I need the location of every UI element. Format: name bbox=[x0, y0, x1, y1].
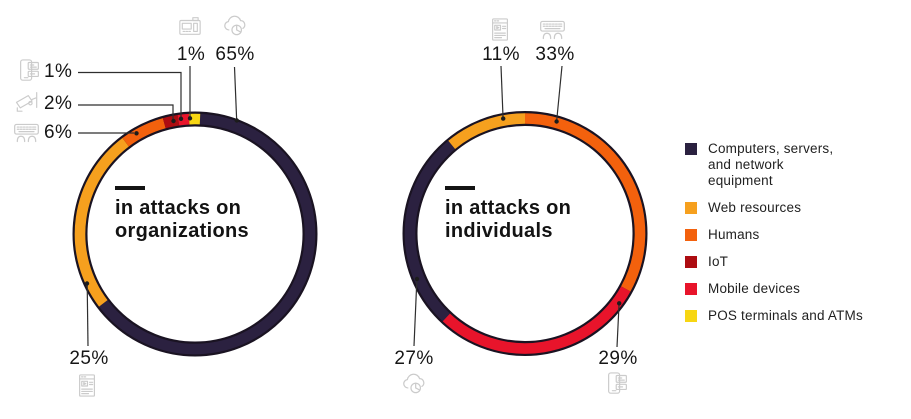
leader-lines bbox=[78, 65, 622, 348]
leader-ind-web bbox=[500, 65, 504, 117]
legend-swatch bbox=[685, 143, 697, 155]
callout-org-humans: 6% bbox=[44, 122, 73, 143]
leader-dot bbox=[414, 276, 420, 282]
title-individuals: in attacks on individuals bbox=[445, 186, 571, 243]
cloud-icon bbox=[403, 373, 425, 394]
segment-web-resources bbox=[448, 113, 526, 150]
segment-web-resources bbox=[74, 138, 129, 307]
leader-org-iot bbox=[78, 104, 174, 120]
segment-humans bbox=[122, 118, 166, 147]
callout-org-mobile-devices: 1% bbox=[44, 61, 73, 82]
callout-ind-computers: 27% bbox=[394, 348, 434, 369]
leader-dot bbox=[171, 118, 176, 124]
legend-swatch bbox=[685, 256, 697, 268]
leader-org-computers bbox=[233, 66, 238, 119]
legend: Computers, servers, and network equipmen… bbox=[685, 141, 863, 324]
segment-computers-servers-and-network-equipment bbox=[404, 140, 456, 322]
legend-item-mobile-devices: Mobile devices bbox=[685, 281, 863, 297]
callout-org-pos: 1% bbox=[176, 44, 206, 65]
callout-ind-web: 11% bbox=[482, 44, 520, 65]
title-line: in attacks on bbox=[445, 197, 572, 219]
leader-dot bbox=[187, 116, 193, 121]
leader-dot bbox=[501, 116, 506, 121]
callout-org-web: 25% bbox=[69, 348, 109, 369]
leader-ind-humans bbox=[556, 65, 563, 120]
title-line: in attacks on bbox=[115, 197, 242, 219]
legend-label: Mobile devices bbox=[708, 281, 801, 296]
title-organizations: in attacks on organizations bbox=[115, 186, 249, 243]
leader-dot bbox=[178, 116, 184, 122]
callout-ind-mobile-devices: 29% bbox=[598, 348, 638, 369]
callout-org-computers: 65% bbox=[215, 44, 255, 65]
pos-terminal-icon bbox=[179, 17, 201, 35]
title-dash bbox=[445, 186, 475, 190]
smartphone-icon bbox=[608, 372, 627, 394]
legend-swatch bbox=[685, 229, 697, 241]
title-line: individuals bbox=[445, 220, 553, 242]
segment-iot bbox=[162, 114, 180, 129]
legend-item-humans: Humans bbox=[685, 227, 863, 243]
leader-ind-computers bbox=[413, 280, 418, 347]
donut-organizations bbox=[72, 111, 318, 357]
legend-swatch bbox=[685, 283, 697, 295]
legend-item-web-resources: Web resources bbox=[685, 200, 863, 216]
legend-item-pos-terminals: POS terminals and ATMs bbox=[685, 308, 863, 324]
legend-label: IoT bbox=[708, 254, 729, 269]
cloud-icon bbox=[224, 15, 246, 36]
leader-dot bbox=[554, 119, 559, 124]
callout-org-iot: 2% bbox=[44, 93, 73, 114]
leader-ind-mobile-devices bbox=[616, 304, 620, 348]
keyboard-hands-icon bbox=[540, 20, 565, 40]
leader-dot bbox=[234, 118, 239, 123]
cctv-camera-icon bbox=[15, 92, 38, 112]
leader-dot bbox=[84, 281, 90, 286]
leader-dot bbox=[617, 301, 622, 306]
legend-label: POS terminals and ATMs bbox=[708, 308, 863, 323]
leader-org-mobile-devices bbox=[78, 71, 182, 117]
legend-label: Web resources bbox=[708, 200, 802, 215]
browser-page-icon bbox=[492, 18, 508, 41]
browser-page-icon bbox=[79, 374, 95, 397]
smartphone-icon bbox=[20, 59, 39, 81]
legend-swatch bbox=[685, 310, 697, 322]
segment-computers-servers-and-network-equipment bbox=[99, 113, 316, 355]
legend-label: Computers, servers, and network equipmen… bbox=[708, 141, 834, 188]
segment-mobile-devices bbox=[442, 286, 631, 354]
legend-item-iot: IoT bbox=[685, 254, 863, 270]
callout-ind-humans: 33% bbox=[535, 44, 575, 65]
legend-item-computers: Computers, servers, and network equipmen… bbox=[685, 141, 863, 189]
leader-dot bbox=[134, 131, 139, 136]
legend-label: Humans bbox=[708, 227, 760, 242]
title-line: organizations bbox=[115, 220, 249, 242]
donut-individuals bbox=[402, 111, 648, 356]
legend-swatch bbox=[685, 202, 697, 214]
keyboard-hands-icon bbox=[14, 123, 39, 143]
leader-org-web bbox=[86, 284, 89, 347]
segment-humans bbox=[524, 113, 646, 292]
title-dash bbox=[115, 186, 145, 190]
